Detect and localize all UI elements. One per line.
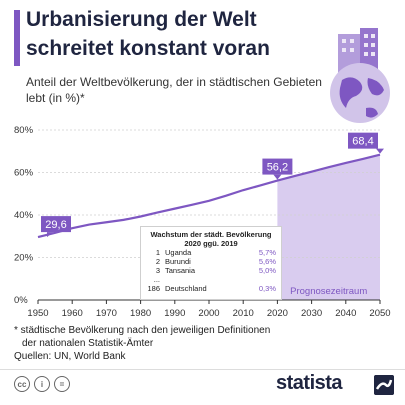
x-tick-label: 2030 (301, 308, 322, 319)
x-tick-label: 1980 (130, 308, 151, 319)
x-tick-label: 1960 (62, 308, 83, 319)
inset-country (165, 275, 276, 284)
y-tick-label: 40% (14, 210, 34, 221)
inset-country: Deutschland (165, 284, 207, 293)
globe-city-icon (330, 28, 390, 123)
title-accent-bar (14, 10, 20, 66)
y-tick-label: 0% (14, 295, 28, 306)
inset-country: Uganda (165, 248, 192, 257)
x-tick-label: 2020 (267, 308, 288, 319)
inset-rank: 186 (147, 284, 160, 293)
inset-rank: 2 (155, 257, 160, 266)
value-label: 56,2 (267, 162, 288, 174)
footnote-line-1: * städtische Bevölkerung nach den jeweil… (14, 325, 271, 336)
y-tick-label: 60% (14, 168, 34, 179)
x-tick-label: 1990 (164, 308, 185, 319)
x-tick-label: 2000 (198, 308, 219, 319)
inset-country: Tansania (165, 266, 196, 275)
value-label-box (348, 132, 378, 149)
growth-inset-box: Wachstum der städt. Bevölkerung 2020 ggü… (140, 226, 282, 300)
footnote-block: * städtische Bevölkerung nach den jeweil… (14, 324, 394, 363)
inset-rank: ... (153, 275, 160, 284)
value-label-box (41, 216, 71, 233)
footer-divider (0, 369, 405, 370)
statista-logo-text[interactable]: statista (276, 372, 343, 394)
y-tick-label: 20% (14, 253, 34, 264)
x-tick-label: 2050 (369, 308, 390, 319)
license-icons: cc i = (14, 376, 70, 392)
value-label-pointer (273, 174, 282, 180)
inset-row: 186 Deutschland 0,3% (146, 284, 276, 293)
cc-icon[interactable]: cc (14, 376, 30, 392)
inset-rank: 3 (155, 266, 160, 275)
footnote-line-2: der nationalen Statistik-Ämter (22, 338, 154, 349)
value-label-pointer (47, 232, 53, 238)
x-tick-label: 2010 (233, 308, 254, 319)
value-label: 68,4 (352, 136, 373, 148)
y-tick-label: 80% (14, 125, 34, 136)
sources: Quellen: UN, World Bank (14, 351, 126, 362)
inset-value: 5,6% (258, 257, 276, 266)
inset-country: Burundi (165, 257, 191, 266)
x-tick-label: 1950 (27, 308, 48, 319)
inset-row: 3 Tansania 5,0% (146, 266, 276, 275)
line-chart: Prognosezeitraum 0% 20% 40% 60% 80% 1950 1960 19… (14, 125, 391, 319)
value-label: 29,6 (45, 219, 66, 231)
inset-rank: 1 (155, 248, 160, 257)
value-label-box (262, 158, 293, 175)
inset-value: 5,0% (258, 266, 276, 275)
x-tick-label: 1970 (96, 308, 117, 319)
noderivs-icon[interactable]: = (54, 376, 70, 392)
inset-value: 0,3% (258, 284, 276, 293)
inset-row: 2 Burundi 5,6% (146, 257, 276, 266)
inset-title: Wachstum der städt. Bevölkerung 2020 ggü… (150, 230, 272, 248)
forecast-label: Prognosezeitraum (290, 286, 367, 297)
series-line (37, 153, 381, 239)
statista-logo-mark-icon[interactable] (374, 375, 394, 395)
inset-row: 1 Uganda 5,7% (146, 248, 276, 257)
inset-row: ... (146, 275, 276, 284)
x-tick-label: 2040 (335, 308, 356, 319)
forecast-area (277, 154, 380, 300)
chart-title: Urbanisierung der Welt schreitet konstan… (26, 8, 270, 60)
value-label-pointer (376, 148, 384, 154)
chart-subtitle: Anteil der Weltbevölkerung, der in städt… (26, 75, 322, 105)
attribution-icon[interactable]: i (34, 376, 50, 392)
inset-value: 5,7% (258, 248, 276, 257)
